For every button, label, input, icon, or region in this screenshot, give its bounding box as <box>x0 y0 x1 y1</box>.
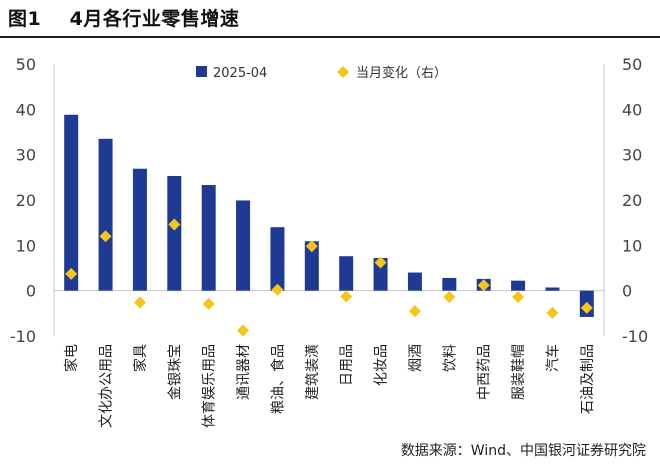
category-label: 汽车 <box>544 344 561 372</box>
category-label: 粮油、食品 <box>269 344 286 414</box>
bar-10 <box>373 258 388 291</box>
y-left-tick-label: -10 <box>10 327 36 346</box>
category-label: 通讯器材 <box>236 344 252 400</box>
change-marker-14 <box>512 291 525 304</box>
bar-3 <box>132 168 147 291</box>
category-label: 家具 <box>132 344 149 372</box>
y-right-tick-label: -10 <box>622 327 648 346</box>
change-marker-7 <box>271 283 284 296</box>
markers-layer <box>65 218 593 337</box>
bar-9 <box>339 256 354 291</box>
bar-15 <box>545 287 560 291</box>
category-label: 家电 <box>63 344 80 372</box>
category-label: 饮料 <box>442 344 458 372</box>
bar-5 <box>201 185 216 291</box>
change-marker-1 <box>65 267 78 280</box>
y-right-tick-label: 40 <box>622 100 642 119</box>
change-marker-10 <box>374 256 387 269</box>
change-marker-2 <box>99 230 112 243</box>
title-divider <box>0 36 660 38</box>
change-marker-9 <box>340 290 353 303</box>
bar-7 <box>270 227 285 291</box>
axes-layer: 50 40 30 20 10 0 -10 50 40 30 20 10 0 -10 <box>10 55 648 346</box>
y-left-tick-label: 20 <box>16 191 36 210</box>
labels-layer: 家电 文化办公用品 家具 金银珠宝 体育娱乐用品 通讯器材 粮油、食品 建筑装潢 日用品 化妆品 烟… <box>63 344 596 428</box>
y-left-tick-label: 10 <box>16 236 36 255</box>
change-marker-15 <box>546 306 559 319</box>
y-right-tick-label: 10 <box>622 236 642 255</box>
category-label: 建筑装潢 <box>305 344 321 400</box>
y-left-tick-label: 50 <box>16 55 36 74</box>
y-right-tick-label: 30 <box>622 146 642 165</box>
legend-marker-label: 当月变化（右） <box>356 65 447 81</box>
legend-bar-swatch <box>196 66 207 77</box>
change-marker-11 <box>408 305 421 318</box>
category-label: 日用品 <box>339 344 355 386</box>
bar-6 <box>236 200 251 291</box>
change-marker-16 <box>580 301 593 314</box>
category-label: 石油及制品 <box>580 344 596 414</box>
change-marker-12 <box>443 291 456 304</box>
change-marker-3 <box>133 296 146 309</box>
legend-diamond-icon <box>337 66 349 78</box>
change-marker-4 <box>168 218 181 231</box>
category-label: 金银珠宝 <box>167 344 183 400</box>
change-marker-13 <box>477 279 490 292</box>
category-label: 化妆品 <box>374 344 390 386</box>
y-right-tick-label: 0 <box>622 282 632 301</box>
category-label: 体育娱乐用品 <box>202 344 218 428</box>
bar-1 <box>64 114 79 291</box>
change-marker-5 <box>202 297 215 310</box>
bars-layer <box>64 114 594 317</box>
y-left-tick-label: 40 <box>16 100 36 119</box>
change-marker-8 <box>305 240 318 253</box>
y-left-tick-label: 30 <box>16 146 36 165</box>
y-left-tick-label: 0 <box>26 282 36 301</box>
legend-bar-label: 2025-04 <box>213 66 267 81</box>
category-label: 烟酒 <box>408 344 424 372</box>
source-note: 数据来源：Wind、中国银河证券研究院 <box>400 443 646 459</box>
bar-4 <box>167 175 182 291</box>
category-label: 中西药品 <box>477 344 493 400</box>
bar-2 <box>98 138 113 291</box>
figure-title: 图1 4月各行业零售增速 <box>8 8 240 30</box>
bar-14 <box>511 280 526 291</box>
bar-12 <box>442 277 457 291</box>
change-marker-6 <box>237 324 250 337</box>
legend: 2025-04 当月变化（右） <box>196 65 447 81</box>
category-label: 服装鞋帽 <box>511 344 527 400</box>
category-label: 文化办公用品 <box>99 344 115 428</box>
bar-11 <box>407 272 422 291</box>
bar-8 <box>304 241 319 291</box>
y-right-tick-label: 20 <box>622 191 642 210</box>
y-right-tick-label: 50 <box>622 55 642 74</box>
